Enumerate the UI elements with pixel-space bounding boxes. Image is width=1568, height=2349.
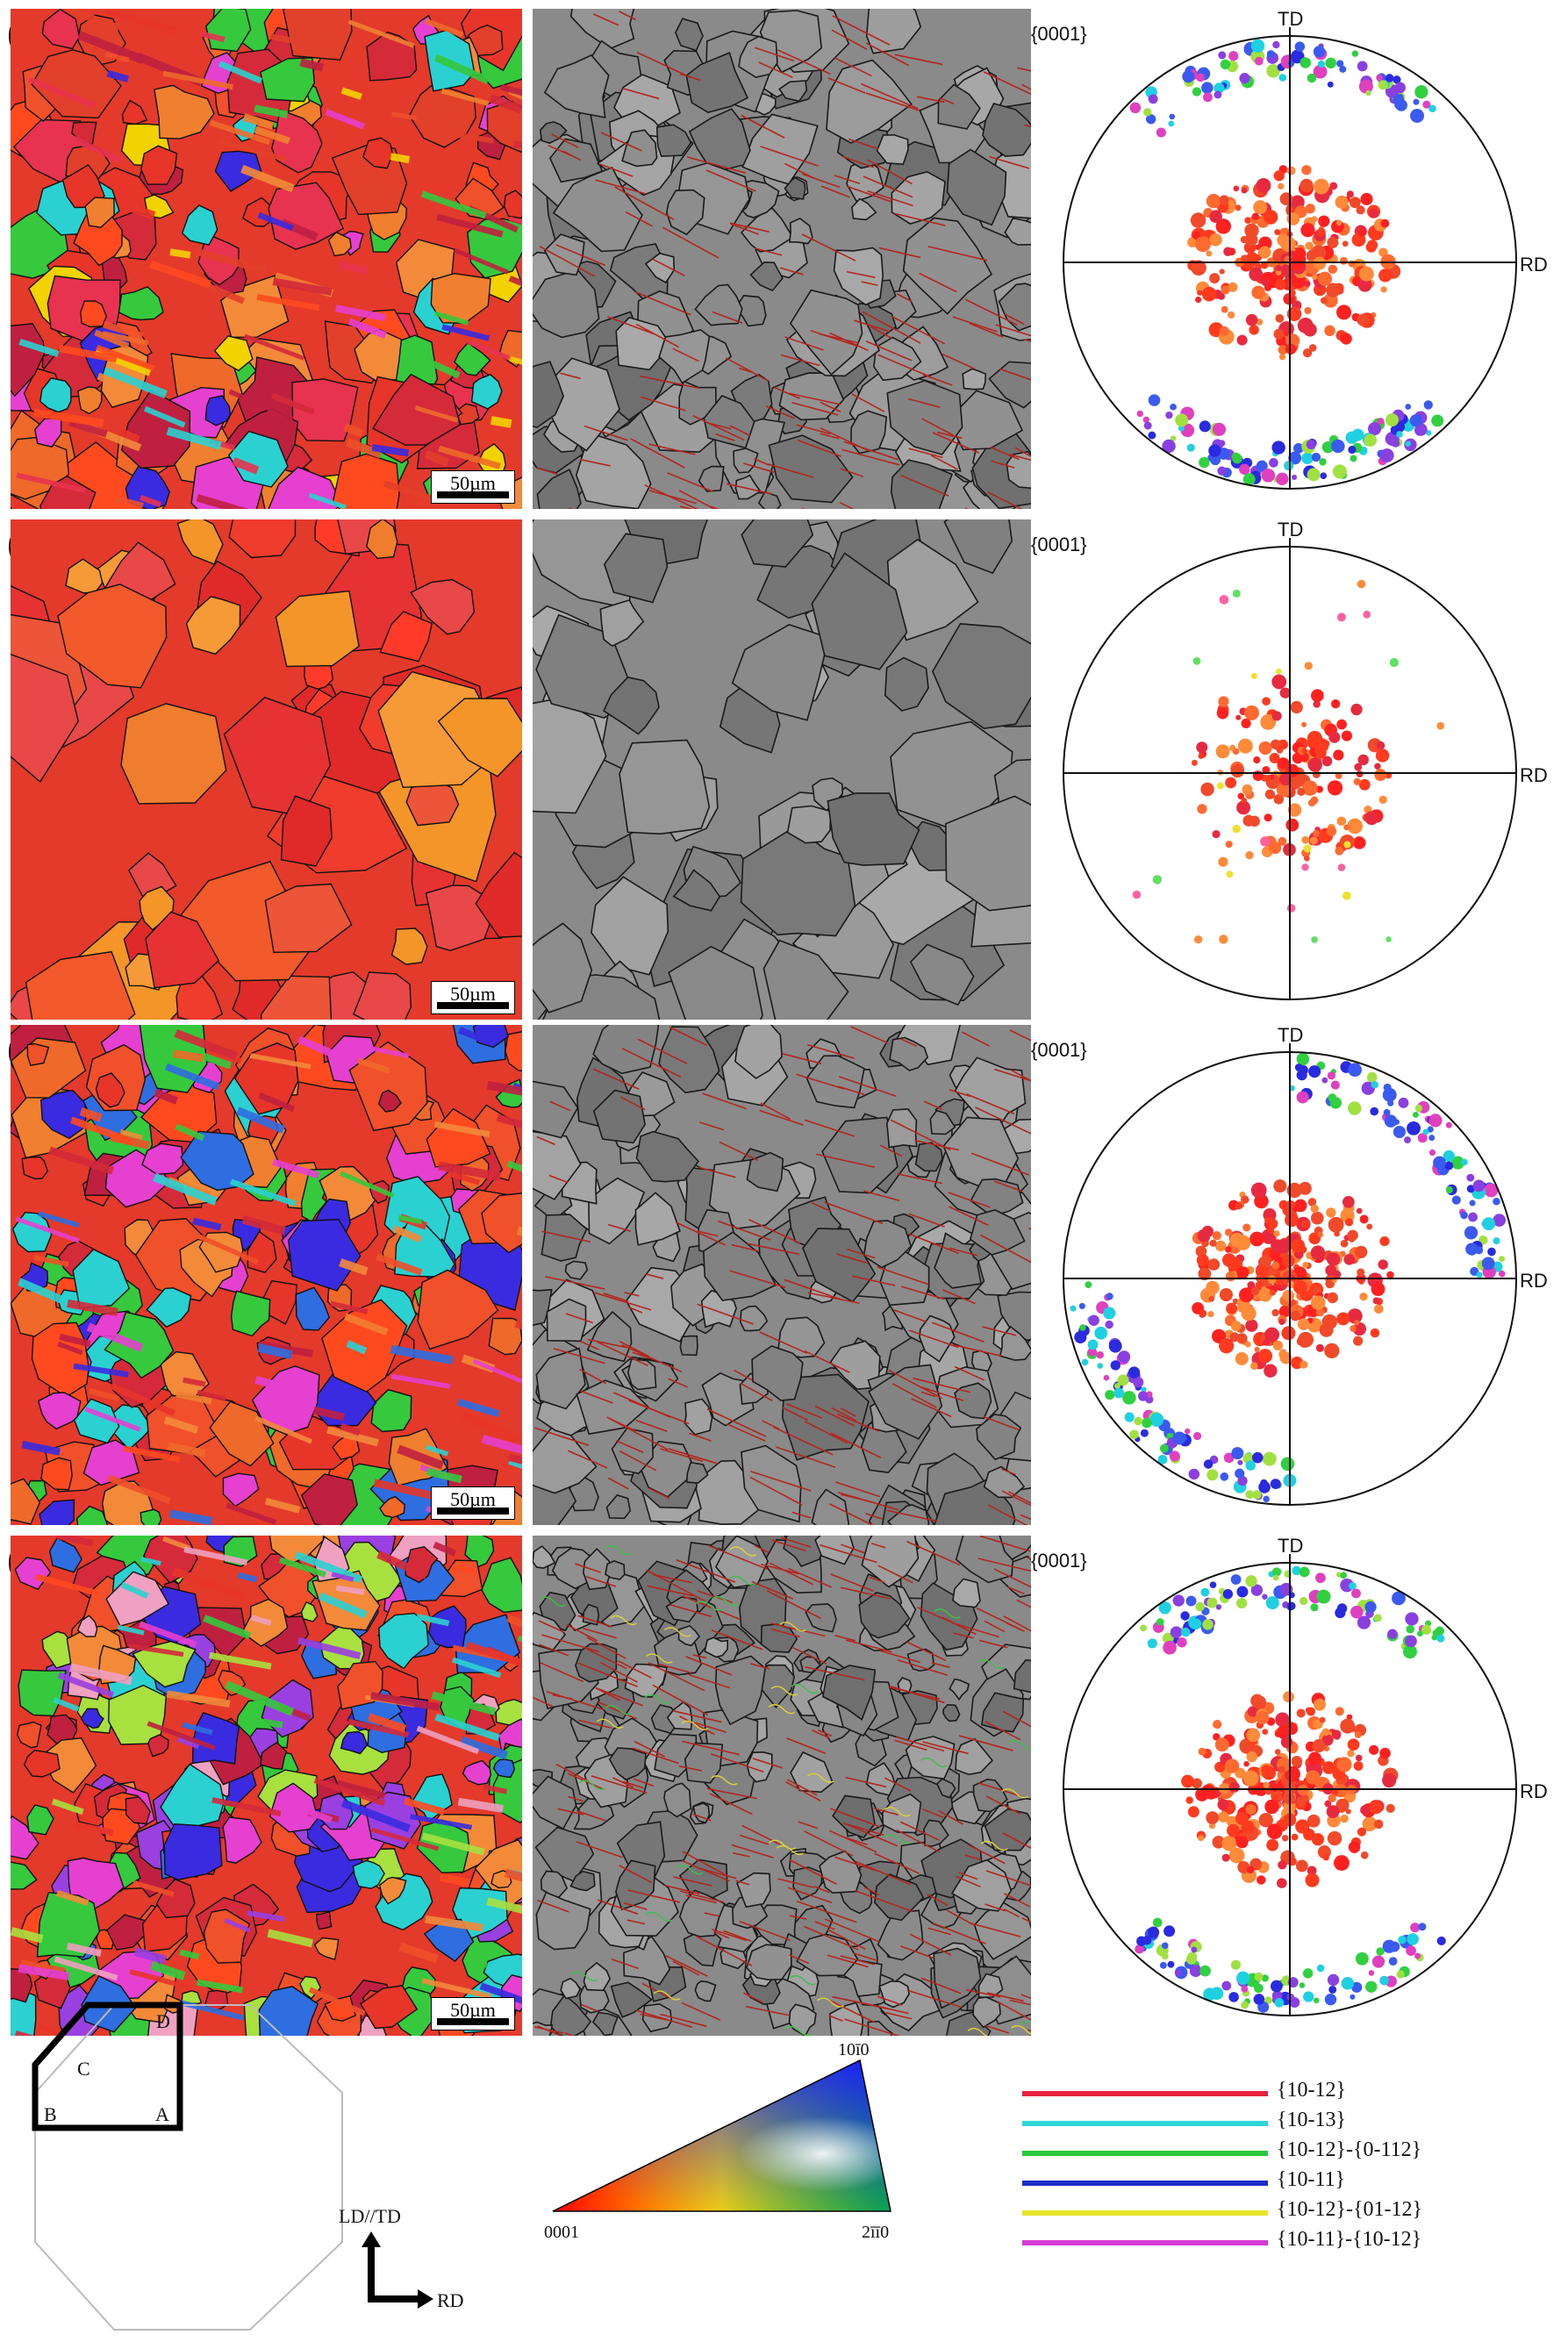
- scale-bar: 50µm: [431, 470, 515, 504]
- ipf-corner-10m10: 10ī0: [838, 2040, 870, 2059]
- ebsd-ipf-map: 50µm: [11, 9, 522, 509]
- ipf-color-key: 10ī0 0001 2īī0: [544, 2040, 891, 2242]
- scale-bar: 50µm: [431, 1997, 515, 2030]
- pole-figure-td-label: TD: [1278, 519, 1303, 541]
- sample-schematic: D C B A LD//TD RD: [32, 2002, 464, 2331]
- legend-label: {10-11}: [1277, 2168, 1346, 2191]
- pole-figure-plane-label: {0001}: [1031, 534, 1087, 555]
- pole-figure-plane-label: {0001}: [1031, 23, 1087, 45]
- legend-line: [1022, 2240, 1268, 2245]
- sample-region-outline: [32, 2002, 183, 2131]
- pole-figure-0001: {0001} TD RD: [1027, 9, 1553, 509]
- pole-figure-td-label: TD: [1278, 1536, 1303, 1557]
- scale-bar-label: 50µm: [450, 1488, 496, 1510]
- legend-line: [1022, 2121, 1268, 2126]
- pole-figure-0001: {0001} TD RD: [1027, 1536, 1553, 2036]
- scale-bar-label: 50µm: [450, 1999, 496, 2021]
- corner-label-c: C: [77, 2058, 90, 2080]
- legend-label: {10-13}: [1277, 2109, 1347, 2131]
- pole-figure-rd-label: RD: [1520, 1780, 1548, 1802]
- legend-line: [1022, 2091, 1268, 2096]
- band-contrast-boundary-map: [533, 1536, 1031, 2036]
- legend-line: [1022, 2181, 1268, 2186]
- band-contrast-boundary-map: [533, 1025, 1031, 1525]
- legend-label: {10-11}-{10-12}: [1277, 2228, 1422, 2251]
- pole-figure-rd-label: RD: [1520, 254, 1548, 276]
- legend-line: [1022, 2151, 1268, 2156]
- pole-figure-rd-label: RD: [1520, 764, 1548, 786]
- legend-label: {10-12}-{0-112}: [1277, 2138, 1422, 2161]
- pole-figure-0001: {0001} TD RD: [1027, 1025, 1553, 1525]
- pole-figure-plane-label: {0001}: [1031, 1039, 1087, 1061]
- corner-label-a: A: [155, 2103, 169, 2125]
- pole-figure-td-label: TD: [1278, 1025, 1303, 1046]
- ebsd-ipf-map: 50µm: [11, 1536, 522, 2036]
- octagon-outline: [34, 2004, 343, 2331]
- band-contrast-boundary-map: [533, 519, 1031, 1020]
- legend-line: [1022, 2210, 1268, 2216]
- ipf-corner-0001: 0001: [544, 2223, 579, 2242]
- axis-label-ld-td: LD//TD: [339, 2205, 401, 2227]
- scale-bar-label: 50µm: [450, 472, 496, 494]
- corner-label-d: D: [156, 2010, 170, 2032]
- scale-bar: 50µm: [431, 981, 515, 1014]
- band-contrast-boundary-map: [533, 9, 1031, 509]
- pole-figure-plane-label: {0001}: [1031, 1550, 1087, 1572]
- pole-figure-td-label: TD: [1278, 9, 1303, 30]
- ebsd-ipf-map: 50µm: [11, 519, 522, 1020]
- pole-figure-rd-label: RD: [1520, 1270, 1548, 1292]
- pole-figure-0001: {0001} TD RD: [1027, 519, 1553, 1020]
- axis-arrows: [362, 2231, 433, 2309]
- legend-label: {10-12}-{01-12}: [1277, 2198, 1423, 2221]
- scale-bar: 50µm: [431, 1486, 515, 1520]
- ipf-corner-2m1m10: 2īī0: [862, 2223, 889, 2242]
- legend-label: {10-12}: [1277, 2079, 1347, 2102]
- axis-label-rd: RD: [437, 2289, 464, 2311]
- ebsd-ipf-map: 50µm: [11, 1025, 522, 1525]
- scale-bar-label: 50µm: [450, 983, 496, 1005]
- corner-label-b: B: [44, 2103, 57, 2125]
